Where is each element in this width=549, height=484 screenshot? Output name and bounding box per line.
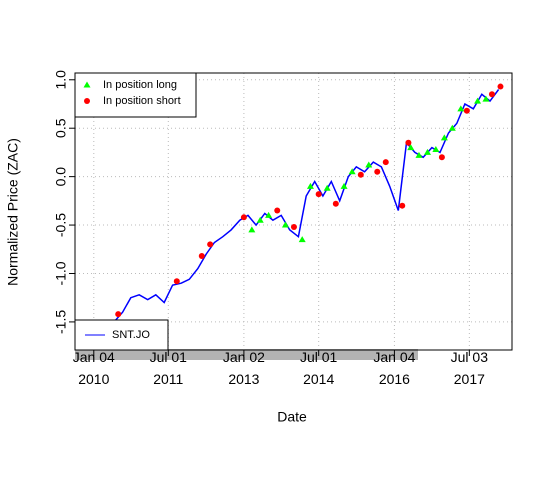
marker-long bbox=[256, 216, 264, 223]
marker-long bbox=[265, 211, 273, 218]
marker-long bbox=[415, 151, 423, 158]
marker-long bbox=[83, 81, 91, 88]
legend-label: SNT.JO bbox=[112, 329, 150, 341]
marker-short bbox=[315, 191, 322, 198]
marker-short bbox=[399, 202, 406, 209]
x-tick-label: Jan 02 2013 bbox=[222, 349, 265, 387]
x-axis-label: Date bbox=[277, 409, 307, 425]
marker-long bbox=[340, 182, 348, 189]
marker-short bbox=[488, 91, 495, 98]
marker-long bbox=[423, 148, 431, 155]
marker-long bbox=[365, 161, 373, 168]
legend-label: In position short bbox=[103, 95, 181, 107]
x-tick-label: Jan 04 2016 bbox=[373, 349, 416, 387]
x-tick-label: Jul 01 2011 bbox=[149, 349, 187, 387]
legend-box bbox=[74, 72, 197, 118]
marker-short bbox=[332, 200, 339, 207]
marker-long bbox=[248, 226, 256, 233]
marker-long bbox=[323, 184, 331, 191]
marker-long bbox=[440, 134, 448, 141]
y-tick-label: 1.0 bbox=[53, 70, 69, 90]
marker-long bbox=[306, 182, 314, 189]
marker-long bbox=[448, 124, 456, 131]
marker-short bbox=[290, 223, 297, 230]
y-tick-label: -1.5 bbox=[53, 310, 69, 334]
marker-long bbox=[348, 168, 356, 175]
x-tick-label: Jul 03 2017 bbox=[450, 349, 488, 387]
x-tick-label: Jan 04 2010 bbox=[72, 349, 115, 387]
y-tick-label: 0.0 bbox=[53, 167, 69, 187]
marker-short bbox=[405, 139, 412, 146]
marker-short bbox=[207, 241, 214, 248]
marker-long bbox=[281, 221, 289, 228]
plot-frame bbox=[74, 72, 513, 351]
marker-short bbox=[463, 107, 470, 114]
y-tick-label: -0.5 bbox=[53, 213, 69, 237]
marker-short bbox=[198, 253, 205, 260]
y-tick-label: -1.0 bbox=[53, 261, 69, 285]
marker-long bbox=[457, 105, 465, 112]
shade-band bbox=[75, 349, 418, 360]
marker-short bbox=[497, 83, 504, 90]
marker-short bbox=[374, 168, 381, 175]
price-line bbox=[97, 89, 500, 342]
y-axis-label: Normalized Price (ZAC) bbox=[5, 138, 21, 286]
legend-label: In position long bbox=[103, 79, 177, 91]
x-tick-label: Jul 01 2014 bbox=[299, 349, 338, 387]
marker-short bbox=[240, 214, 247, 221]
marker-short bbox=[357, 171, 364, 178]
marker-long bbox=[298, 236, 306, 243]
marker-short bbox=[115, 311, 122, 318]
y-tick-label: 0.5 bbox=[53, 118, 69, 138]
marker-short bbox=[382, 159, 389, 166]
marker-short bbox=[84, 98, 90, 104]
marker-long bbox=[474, 97, 482, 104]
marker-short bbox=[173, 278, 180, 285]
marker-long bbox=[407, 144, 415, 151]
marker-long bbox=[482, 95, 490, 102]
marker-short bbox=[274, 207, 281, 214]
marker-short bbox=[438, 154, 445, 161]
marker-long bbox=[432, 146, 440, 153]
